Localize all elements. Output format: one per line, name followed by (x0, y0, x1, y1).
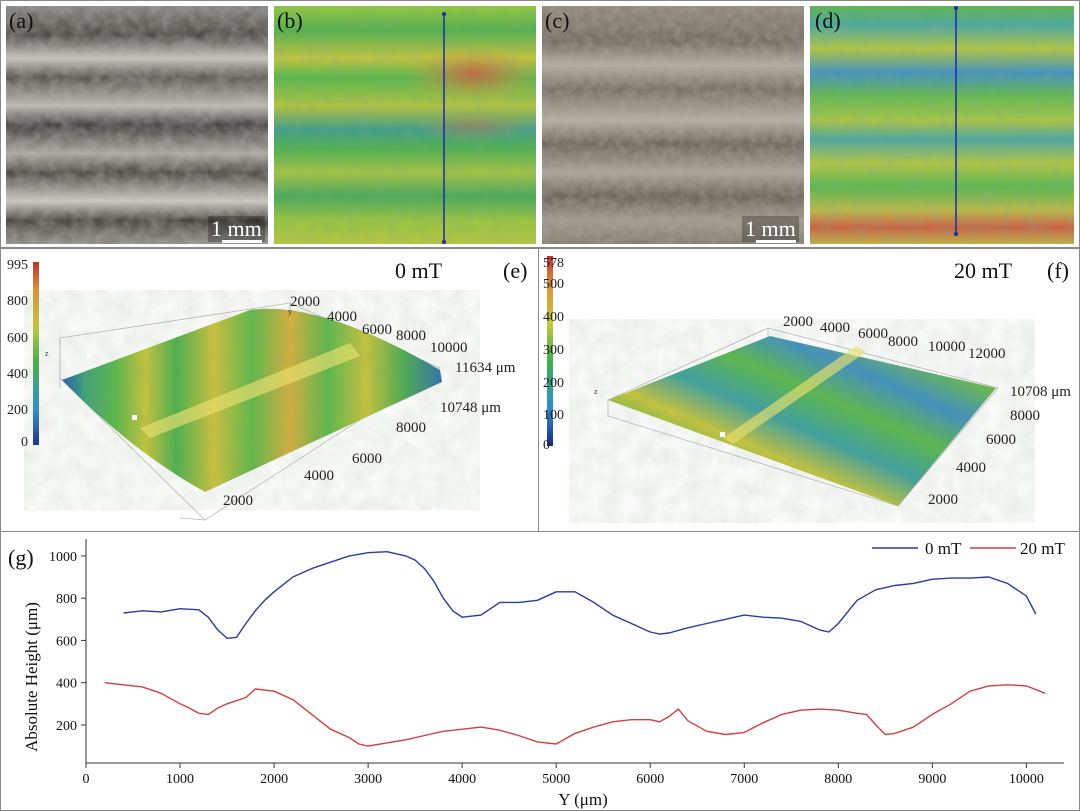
x-tick-label: 6000 (636, 772, 664, 787)
panel-f-field: 20 mT (954, 258, 1013, 283)
legend-label-20mT: 20 mT (1020, 539, 1065, 558)
y-tick-label: 600 (56, 634, 77, 649)
panel-c-photo (542, 6, 804, 244)
x-tick-label: 1000 (166, 772, 194, 787)
panel-f-cbar-tick: 100 (543, 408, 564, 423)
panel-f-back-tick: 2000 (783, 314, 813, 330)
panel-e-cbar-tick: 800 (7, 294, 28, 309)
chart-legend: 0 mT 20 mT (872, 539, 1065, 558)
panel-e-side-tick: 4000 (304, 468, 334, 484)
panel-f-side-tick: 6000 (986, 432, 1016, 448)
panel-f-back-tick: 12000 (968, 346, 1006, 362)
panel-e-profile-band (140, 343, 360, 438)
panel-e-z-label: z (45, 349, 49, 358)
panel-f-back-tick: 6000 (858, 326, 888, 342)
panel-f-cbar-tick: 200 (543, 376, 564, 391)
panel-e-colorbar (33, 262, 39, 445)
panel-a-label: (a) (9, 8, 34, 33)
x-tick-label: 10000 (1009, 772, 1044, 787)
panel-f-cbar-tick: 300 (543, 343, 564, 358)
panel-e-side-tick: 8000 (396, 420, 426, 436)
panel-f-cbar-tick: 0 (543, 438, 550, 453)
series-line-0-mT (123, 551, 1037, 640)
panel-f-3d-surface: 578 500 400 300 200 100 0 z 2000 4000 60… (543, 256, 1071, 508)
panel-e-back-end: 11634 μm (455, 360, 516, 376)
panel-e-label: (e) (503, 258, 527, 283)
panel-c-label: (c) (545, 8, 570, 33)
heightmap-d (810, 6, 1074, 244)
panel-a-scale-bar (222, 240, 262, 243)
y-tick-label: 800 (56, 592, 77, 607)
panel-e-back-tick: 10000 (430, 340, 468, 356)
panel-f-back-end: 10708 μm (1010, 384, 1071, 400)
panel-f-side-tick: 8000 (1010, 408, 1040, 424)
panel-c-scale-bar (756, 240, 796, 243)
panel-f-back-tick: 4000 (820, 320, 850, 336)
panel-f-colorbar (547, 256, 553, 446)
panel-f-z-label: z (594, 387, 598, 396)
surface-photo-c (542, 6, 804, 244)
panel-f-cbar-tick: 400 (543, 310, 564, 325)
panel-e-back-tick: 6000 (362, 322, 392, 338)
legend-label-0mT: 0 mT (925, 539, 962, 558)
y-axis-title: Absolute Height (μm) (22, 602, 41, 752)
heightmap-b (274, 6, 536, 244)
panel-a-scale-label: 1 mm (208, 216, 265, 242)
panel-e-side-tick: 2000 (223, 493, 253, 509)
panel-f-label: (f) (1047, 258, 1069, 283)
panel-e-field: 0 mT (395, 258, 443, 283)
panel-e-side-end: 10748 μm (440, 400, 501, 416)
panel-e-back-tick: 4000 (327, 309, 357, 325)
panel-e-marker (132, 415, 137, 420)
x-tick-label: 8000 (824, 772, 852, 787)
panel-f-cbar-tick: 578 (543, 256, 564, 271)
x-tick-label: 9000 (918, 772, 946, 787)
panel-e-cbar-tick: 600 (7, 331, 28, 346)
panel-a-photo (6, 6, 268, 244)
panel-e-cbar-tick: 200 (7, 403, 28, 418)
height-profile-chart: (g) 0 1000 2000 3000 4000 5000 6000 7000 8000 900… (8, 539, 1065, 809)
panel-e-cbar-tick: 0 (21, 435, 28, 450)
panel-d-label: (d) (815, 8, 841, 33)
panel-e-back-tick: 2000 (290, 294, 320, 310)
panel-f-side-tick: 2000 (928, 492, 958, 508)
panel-e-cbar-tick: 400 (7, 367, 28, 382)
panel-f-profile-band (723, 346, 866, 444)
y-tick-label: 1000 (49, 550, 77, 565)
panel-e-3d-surface: 995 800 600 400 200 0 z y 2000 4000 6000… (7, 258, 527, 521)
panel-b-heightmap (274, 6, 536, 244)
x-tick-label: 5000 (542, 772, 570, 787)
panel-f-marker (720, 432, 725, 437)
x-axis-title: Y (μm) (558, 790, 608, 809)
x-tick-label: 3000 (354, 772, 382, 787)
series-line-20-mT (104, 682, 1046, 747)
x-tick-label: 2000 (260, 772, 288, 787)
y-tick-label: 200 (56, 719, 77, 734)
panel-f-cbar-tick: 500 (543, 277, 564, 292)
surface-photo-a (6, 6, 268, 244)
panel-b-label: (b) (277, 8, 303, 33)
panel-e-y-label: y (288, 307, 292, 316)
panel-f-side-tick: 4000 (956, 460, 986, 476)
x-tick-label: 7000 (730, 772, 758, 787)
panel-c-scale-label: 1 mm (742, 216, 799, 242)
panel-e-cbar-tick: 995 (7, 258, 28, 273)
panel-f-back-tick: 8000 (888, 334, 918, 350)
x-tick-label: 0 (83, 772, 90, 787)
y-tick-label: 400 (56, 677, 77, 692)
panel-f-back-tick: 10000 (928, 339, 966, 355)
panel-e-back-tick: 8000 (396, 328, 426, 344)
panel-g-label: (g) (8, 545, 34, 570)
panel-d-heightmap (810, 6, 1074, 244)
x-tick-label: 4000 (448, 772, 476, 787)
panel-e-side-tick: 6000 (352, 451, 382, 467)
